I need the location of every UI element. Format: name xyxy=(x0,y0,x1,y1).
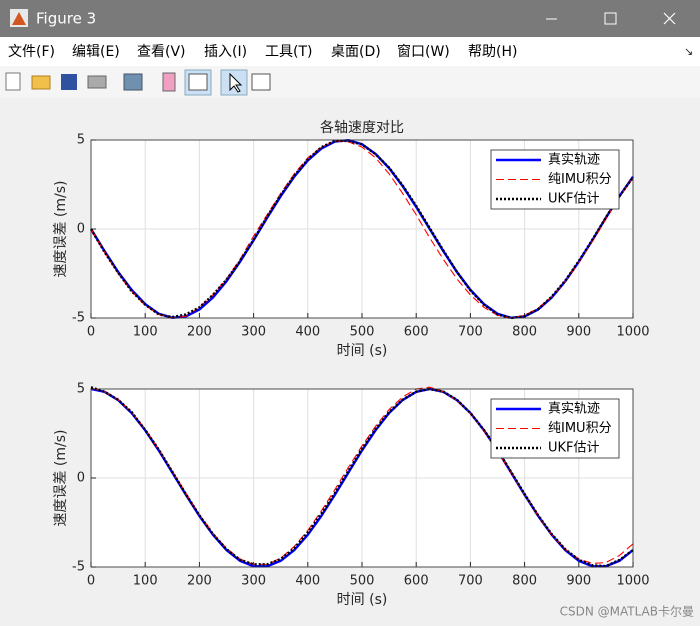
x-tick-label: 0 xyxy=(87,325,95,340)
menu-item[interactable]: 帮助(H) xyxy=(468,44,517,60)
series-line xyxy=(90,386,634,568)
x-tick-label: 100 xyxy=(133,325,158,340)
menu-item[interactable]: 窗口(W) xyxy=(397,43,450,60)
link-icon[interactable] xyxy=(123,73,143,91)
legend-label: 纯IMU积分 xyxy=(548,421,612,436)
x-tick-label: 500 xyxy=(350,325,375,340)
y-tick-label: 5 xyxy=(77,133,85,148)
print-icon[interactable] xyxy=(87,75,107,89)
save-icon[interactable] xyxy=(61,74,77,90)
y-axis-label: 速度误差 (m/s) xyxy=(53,180,69,277)
x-tick-label: 1000 xyxy=(616,574,649,589)
y-tick-label: 5 xyxy=(77,382,85,397)
toolbar-icons xyxy=(5,69,271,96)
menu-bar xyxy=(0,37,700,66)
x-tick-label: 1000 xyxy=(616,325,649,340)
legend-icon[interactable] xyxy=(188,73,208,91)
legend-label: 真实轨迹 xyxy=(548,402,600,417)
x-tick-label: 900 xyxy=(566,574,591,589)
x-tick-label: 800 xyxy=(512,574,537,589)
x-tick-label: 600 xyxy=(404,325,429,340)
title-bar xyxy=(0,0,700,37)
axes-box xyxy=(90,388,634,568)
y-axis-label: 速度误差 (m/s) xyxy=(53,429,69,526)
x-tick-label: 700 xyxy=(458,325,483,340)
x-tick-label: 200 xyxy=(187,325,212,340)
series-line xyxy=(89,139,634,320)
menu-item[interactable]: 编辑(E) xyxy=(72,44,120,60)
x-tick-label: 400 xyxy=(295,574,320,589)
menu-arrow: ↘ xyxy=(684,45,693,58)
x-tick-label: 300 xyxy=(241,325,266,340)
select-toggle[interactable] xyxy=(220,69,248,96)
legend-label: UKF估计 xyxy=(548,192,600,207)
x-axis-label: 时间 (s) xyxy=(337,343,388,359)
watermark: CSDN @MATLAB卡尔曼 xyxy=(560,604,694,619)
x-tick-label: 400 xyxy=(295,325,320,340)
menu-item[interactable]: 桌面(D) xyxy=(331,44,381,60)
maximize-button[interactable] xyxy=(604,12,617,25)
x-axis-label: 时间 (s) xyxy=(337,592,388,608)
chart-title: 各轴速度对比 xyxy=(320,120,404,136)
open-icon[interactable] xyxy=(31,75,51,90)
menu-item[interactable]: 工具(T) xyxy=(265,44,312,60)
x-tick-label: 100 xyxy=(133,574,158,589)
x-tick-label: 300 xyxy=(241,574,266,589)
new-icon[interactable] xyxy=(5,72,21,91)
x-tick-label: 600 xyxy=(404,574,429,589)
arrow-icon[interactable] xyxy=(229,72,243,93)
y-tick-label: -5 xyxy=(72,560,85,575)
x-tick-label: 900 xyxy=(566,325,591,340)
menu-item[interactable]: 插入(I) xyxy=(204,44,247,60)
x-tick-label: 800 xyxy=(512,325,537,340)
x-tick-label: 0 xyxy=(87,574,95,589)
y-tick-label: -5 xyxy=(72,311,85,326)
colorbar-icon[interactable] xyxy=(162,72,176,92)
series-line xyxy=(90,140,634,319)
app-icon-shape xyxy=(12,12,26,25)
legend-label: UKF估计 xyxy=(548,441,600,456)
menu-item[interactable]: 文件(F) xyxy=(8,44,55,60)
close-button[interactable] xyxy=(663,12,676,25)
x-tick-label: 500 xyxy=(350,574,375,589)
legend-label: 纯IMU积分 xyxy=(548,172,612,187)
toolbar xyxy=(0,66,700,98)
y-tick-label: 0 xyxy=(77,471,85,486)
axes-box xyxy=(90,139,634,319)
legend-label: 真实轨迹 xyxy=(548,153,600,168)
x-tick-label: 200 xyxy=(187,574,212,589)
window-title: Figure 3 xyxy=(36,10,96,28)
menu-item[interactable]: 查看(V) xyxy=(137,44,186,60)
y-tick-label: 0 xyxy=(77,222,85,237)
x-tick-label: 700 xyxy=(458,574,483,589)
property-icon[interactable] xyxy=(251,73,271,91)
